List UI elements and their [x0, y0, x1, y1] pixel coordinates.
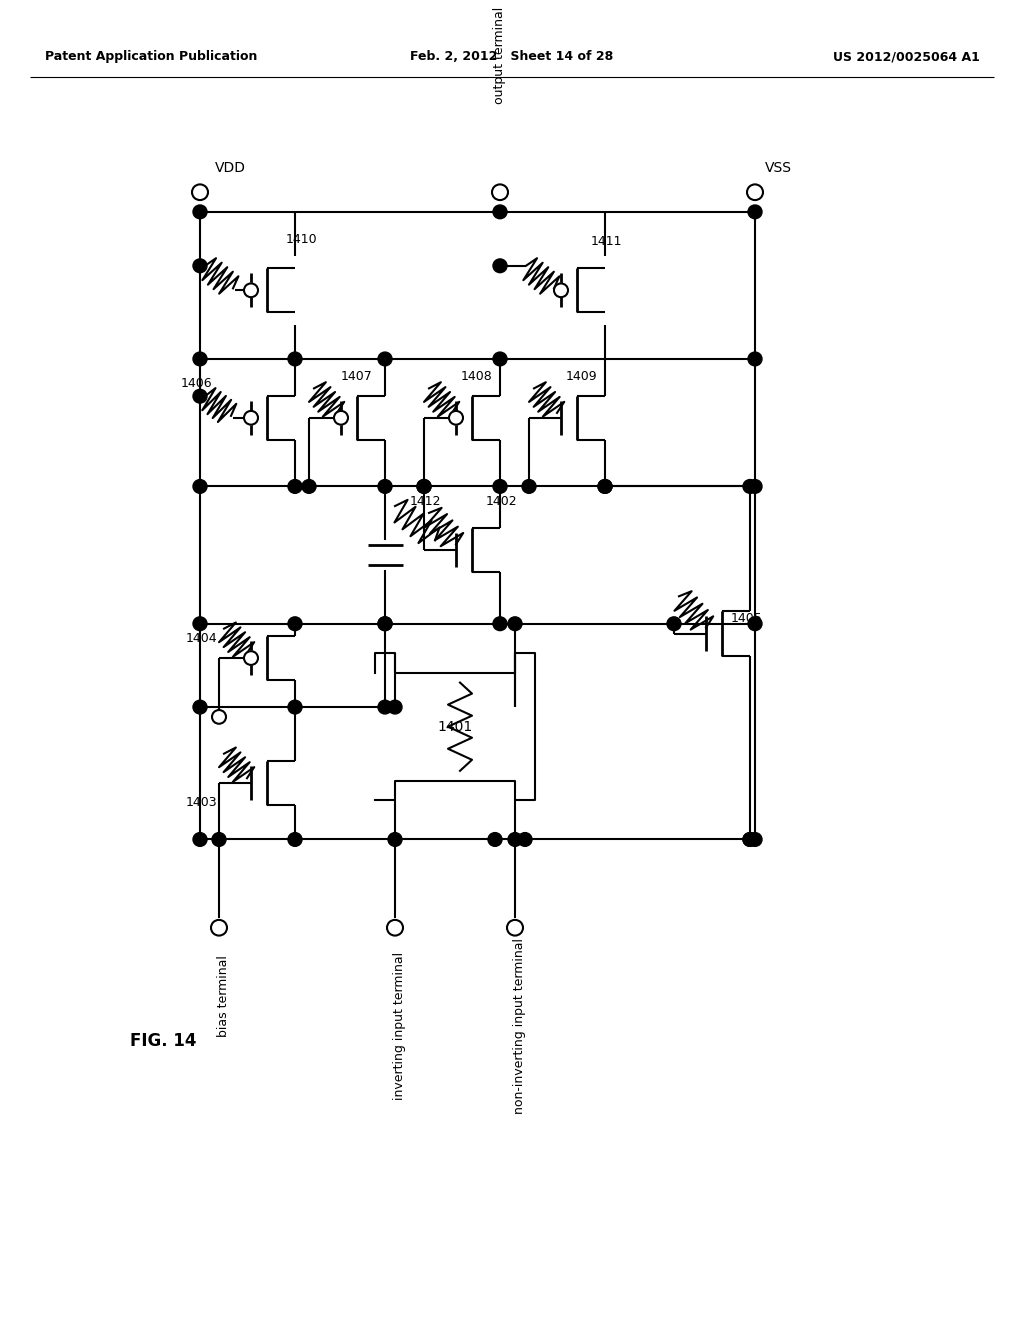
- Circle shape: [302, 479, 316, 494]
- Circle shape: [449, 411, 463, 425]
- Circle shape: [288, 352, 302, 366]
- Circle shape: [748, 479, 762, 494]
- Circle shape: [493, 616, 507, 631]
- Text: output terminal: output terminal: [494, 7, 507, 103]
- Circle shape: [493, 479, 507, 494]
- Circle shape: [417, 479, 431, 494]
- Circle shape: [211, 920, 227, 936]
- Circle shape: [212, 833, 226, 846]
- Text: inverting input terminal: inverting input terminal: [393, 952, 407, 1100]
- Text: 1403: 1403: [186, 796, 218, 809]
- Text: Patent Application Publication: Patent Application Publication: [45, 50, 257, 63]
- Circle shape: [193, 205, 207, 219]
- Text: 1404: 1404: [186, 632, 218, 645]
- Circle shape: [378, 352, 392, 366]
- Circle shape: [378, 616, 392, 631]
- Text: US 2012/0025064 A1: US 2012/0025064 A1: [834, 50, 980, 63]
- Text: 1411: 1411: [591, 235, 623, 248]
- Circle shape: [746, 185, 763, 201]
- Circle shape: [488, 833, 502, 846]
- Circle shape: [748, 352, 762, 366]
- Text: 1401: 1401: [437, 719, 473, 734]
- Circle shape: [334, 411, 348, 425]
- Text: 1402: 1402: [486, 495, 517, 508]
- Circle shape: [193, 479, 207, 494]
- Circle shape: [748, 205, 762, 219]
- Text: bias terminal: bias terminal: [217, 956, 230, 1038]
- Circle shape: [193, 616, 207, 631]
- Circle shape: [417, 479, 431, 494]
- Circle shape: [507, 920, 523, 936]
- Circle shape: [193, 700, 207, 714]
- Circle shape: [598, 479, 612, 494]
- Text: 1406: 1406: [181, 378, 213, 389]
- Circle shape: [193, 259, 207, 273]
- Circle shape: [743, 479, 757, 494]
- Circle shape: [193, 389, 207, 403]
- Circle shape: [388, 833, 402, 846]
- Circle shape: [743, 833, 757, 846]
- Circle shape: [288, 833, 302, 846]
- Circle shape: [748, 616, 762, 631]
- Circle shape: [493, 352, 507, 366]
- Text: 1405: 1405: [731, 612, 763, 626]
- Circle shape: [667, 616, 681, 631]
- Circle shape: [378, 616, 392, 631]
- Circle shape: [244, 411, 258, 425]
- Circle shape: [378, 700, 392, 714]
- Circle shape: [244, 651, 258, 665]
- Circle shape: [193, 833, 207, 846]
- Circle shape: [493, 259, 507, 273]
- Text: VSS: VSS: [765, 161, 792, 174]
- Circle shape: [743, 833, 757, 846]
- Text: VDD: VDD: [215, 161, 246, 174]
- Text: FIG. 14: FIG. 14: [130, 1031, 197, 1049]
- Text: 1409: 1409: [566, 370, 598, 383]
- Circle shape: [288, 700, 302, 714]
- Circle shape: [193, 185, 208, 201]
- Text: Feb. 2, 2012   Sheet 14 of 28: Feb. 2, 2012 Sheet 14 of 28: [411, 50, 613, 63]
- Circle shape: [508, 616, 522, 631]
- Circle shape: [288, 616, 302, 631]
- Text: non-inverting input terminal: non-inverting input terminal: [513, 937, 526, 1114]
- Circle shape: [554, 284, 568, 297]
- Circle shape: [493, 205, 507, 219]
- Text: 1407: 1407: [341, 370, 373, 383]
- Text: 1412: 1412: [410, 495, 441, 508]
- Circle shape: [492, 185, 508, 201]
- Text: 1408: 1408: [461, 370, 493, 383]
- Circle shape: [508, 833, 522, 846]
- Circle shape: [212, 710, 226, 723]
- Circle shape: [522, 479, 536, 494]
- Circle shape: [244, 284, 258, 297]
- Circle shape: [193, 352, 207, 366]
- Circle shape: [387, 920, 403, 936]
- Circle shape: [388, 700, 402, 714]
- Circle shape: [378, 479, 392, 494]
- Text: 1410: 1410: [286, 232, 317, 246]
- Circle shape: [748, 833, 762, 846]
- Circle shape: [288, 479, 302, 494]
- Circle shape: [598, 479, 612, 494]
- Circle shape: [518, 833, 532, 846]
